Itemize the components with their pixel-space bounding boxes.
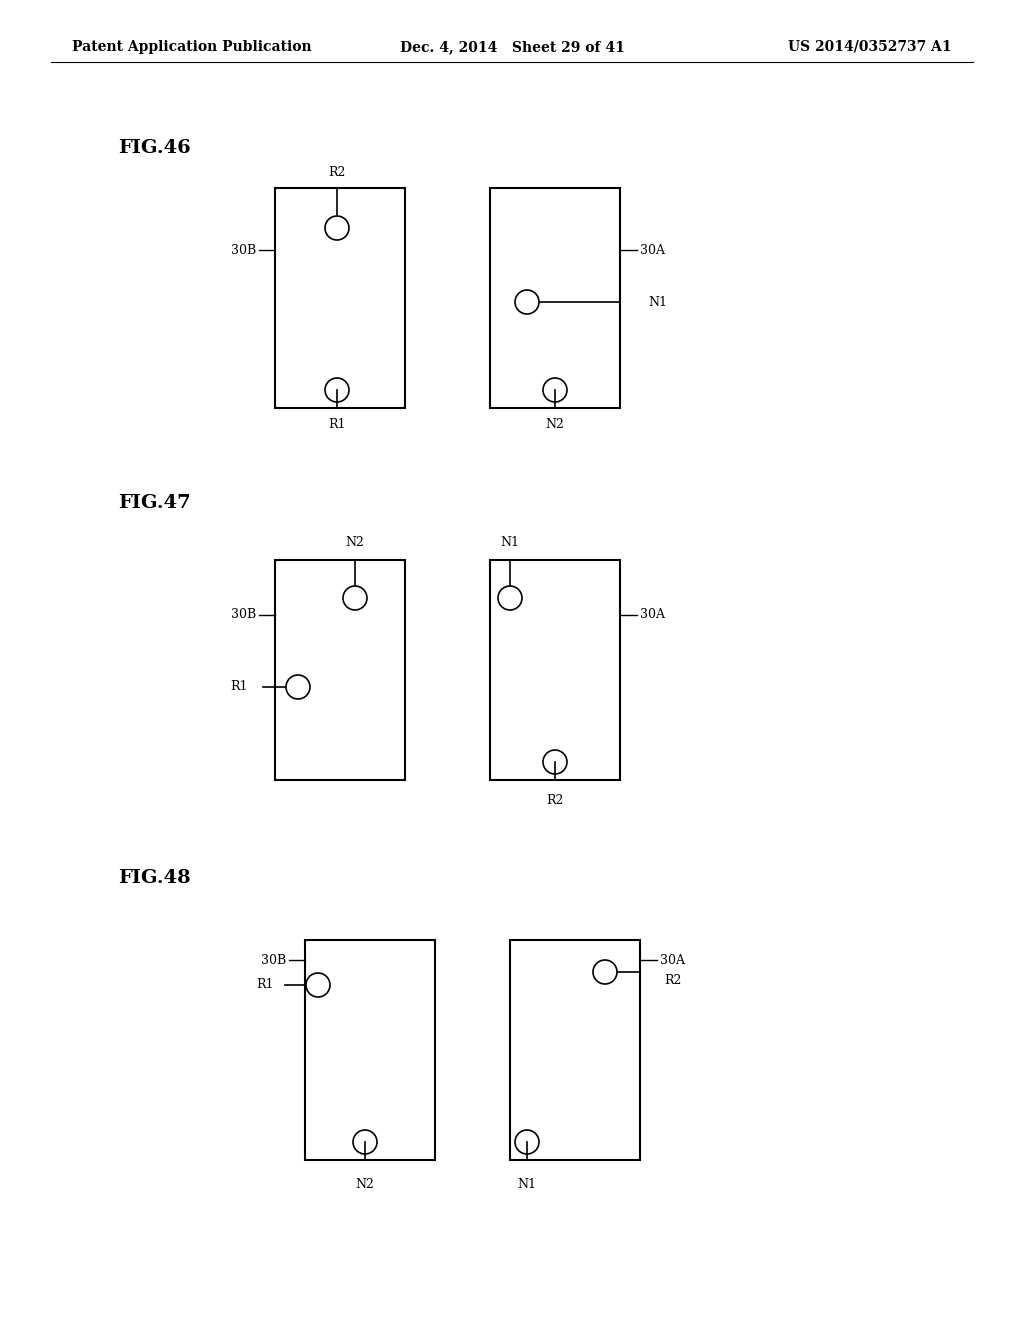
Bar <box>275 560 406 780</box>
Text: 30B: 30B <box>230 243 256 256</box>
Bar <box>305 940 435 1160</box>
Text: N2: N2 <box>355 1179 375 1192</box>
Bar <box>490 187 620 408</box>
Text: R1: R1 <box>329 418 346 432</box>
Text: 30A: 30A <box>660 953 685 966</box>
Text: N2: N2 <box>345 536 365 549</box>
Text: R2: R2 <box>664 974 681 986</box>
Text: R2: R2 <box>547 793 563 807</box>
Text: N2: N2 <box>546 418 564 432</box>
Bar <box>490 560 620 780</box>
Text: Dec. 4, 2014   Sheet 29 of 41: Dec. 4, 2014 Sheet 29 of 41 <box>399 40 625 54</box>
Bar <box>510 940 640 1160</box>
Text: R1: R1 <box>256 978 274 991</box>
Text: 30B: 30B <box>261 953 286 966</box>
Text: R2: R2 <box>329 165 346 178</box>
Text: 30A: 30A <box>640 609 665 622</box>
Text: Patent Application Publication: Patent Application Publication <box>72 40 311 54</box>
Text: N1: N1 <box>648 296 667 309</box>
Text: N1: N1 <box>501 536 519 549</box>
Text: R1: R1 <box>230 681 248 693</box>
Text: FIG.48: FIG.48 <box>118 869 190 887</box>
Text: FIG.46: FIG.46 <box>118 139 190 157</box>
Text: N1: N1 <box>517 1179 537 1192</box>
Text: FIG.47: FIG.47 <box>118 494 190 512</box>
Text: 30A: 30A <box>640 243 665 256</box>
Text: 30B: 30B <box>230 609 256 622</box>
Bar <box>275 187 406 408</box>
Text: US 2014/0352737 A1: US 2014/0352737 A1 <box>788 40 952 54</box>
